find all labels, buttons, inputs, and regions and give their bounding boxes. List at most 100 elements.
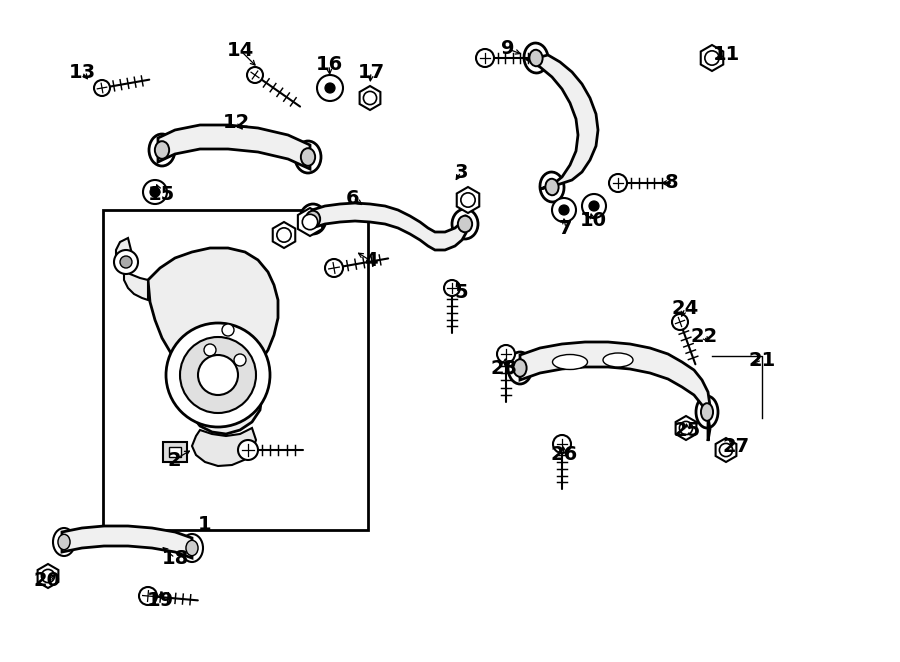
Circle shape [41, 569, 55, 583]
Circle shape [364, 91, 376, 105]
Text: 22: 22 [690, 326, 717, 346]
Text: 15: 15 [148, 185, 175, 205]
Polygon shape [38, 564, 58, 588]
Bar [103, 210, 368, 530]
Text: 18: 18 [161, 549, 189, 567]
Text: 8: 8 [665, 173, 679, 193]
Circle shape [114, 250, 138, 274]
Polygon shape [116, 238, 148, 300]
Text: 12: 12 [222, 113, 249, 132]
Circle shape [476, 49, 494, 67]
Ellipse shape [553, 354, 588, 369]
Circle shape [609, 174, 627, 192]
Circle shape [302, 214, 318, 230]
Ellipse shape [53, 528, 75, 556]
Text: 20: 20 [33, 571, 60, 589]
Text: 17: 17 [357, 62, 384, 81]
Text: 21: 21 [749, 350, 776, 369]
Circle shape [222, 324, 234, 336]
Ellipse shape [452, 209, 478, 239]
Text: 23: 23 [491, 359, 518, 377]
Text: 25: 25 [673, 420, 700, 440]
Ellipse shape [149, 134, 175, 166]
Circle shape [247, 67, 263, 83]
Circle shape [461, 193, 475, 207]
Ellipse shape [545, 179, 559, 195]
Circle shape [150, 187, 160, 197]
Text: 2: 2 [167, 451, 181, 469]
Polygon shape [148, 248, 278, 434]
Bar [169, 447, 181, 457]
Ellipse shape [181, 534, 203, 562]
Circle shape [94, 80, 110, 96]
Ellipse shape [186, 540, 198, 555]
Text: 19: 19 [147, 591, 174, 610]
Text: 16: 16 [315, 56, 343, 75]
Circle shape [325, 259, 343, 277]
Ellipse shape [524, 43, 548, 73]
Text: 1: 1 [198, 514, 212, 534]
Polygon shape [716, 438, 736, 462]
Ellipse shape [58, 534, 70, 549]
Circle shape [277, 228, 291, 242]
Ellipse shape [301, 148, 315, 166]
Circle shape [143, 180, 167, 204]
Text: 3: 3 [454, 162, 468, 181]
Circle shape [234, 354, 246, 366]
Circle shape [559, 205, 569, 215]
Circle shape [166, 323, 270, 427]
Text: 11: 11 [713, 46, 740, 64]
Polygon shape [62, 526, 192, 558]
Text: 5: 5 [454, 283, 468, 301]
Polygon shape [528, 55, 598, 189]
Polygon shape [456, 187, 480, 213]
Circle shape [139, 587, 157, 605]
Ellipse shape [508, 352, 532, 384]
Circle shape [120, 256, 132, 268]
Bar [163, 442, 187, 462]
Circle shape [180, 337, 256, 413]
Text: 10: 10 [580, 211, 607, 230]
Polygon shape [312, 203, 466, 250]
Text: 9: 9 [501, 40, 515, 58]
Polygon shape [273, 222, 295, 248]
Text: 14: 14 [227, 40, 254, 60]
Circle shape [589, 201, 599, 211]
Polygon shape [298, 208, 322, 236]
Circle shape [705, 51, 719, 65]
Circle shape [680, 422, 693, 434]
Ellipse shape [306, 211, 320, 227]
Polygon shape [701, 45, 724, 71]
Ellipse shape [529, 50, 543, 66]
Ellipse shape [458, 216, 473, 232]
Text: 26: 26 [551, 446, 578, 465]
Ellipse shape [300, 204, 326, 234]
Circle shape [204, 344, 216, 356]
Ellipse shape [513, 359, 526, 377]
Circle shape [552, 198, 576, 222]
Circle shape [719, 444, 733, 457]
Ellipse shape [696, 396, 718, 428]
Text: 7: 7 [559, 218, 572, 238]
Circle shape [497, 345, 515, 363]
Circle shape [317, 75, 343, 101]
Text: 24: 24 [671, 299, 698, 318]
Circle shape [198, 355, 238, 395]
Circle shape [672, 314, 688, 330]
Ellipse shape [701, 403, 713, 421]
Polygon shape [520, 342, 710, 441]
Circle shape [238, 440, 258, 460]
Circle shape [444, 280, 460, 296]
Ellipse shape [540, 172, 564, 202]
Text: 6: 6 [346, 189, 360, 207]
Text: 13: 13 [68, 62, 95, 81]
Ellipse shape [295, 141, 321, 173]
Ellipse shape [155, 141, 169, 159]
Circle shape [553, 435, 571, 453]
Text: 4: 4 [364, 252, 378, 271]
Ellipse shape [603, 353, 633, 367]
Text: 27: 27 [723, 436, 750, 455]
Circle shape [325, 83, 335, 93]
Circle shape [582, 194, 606, 218]
Polygon shape [192, 428, 256, 466]
